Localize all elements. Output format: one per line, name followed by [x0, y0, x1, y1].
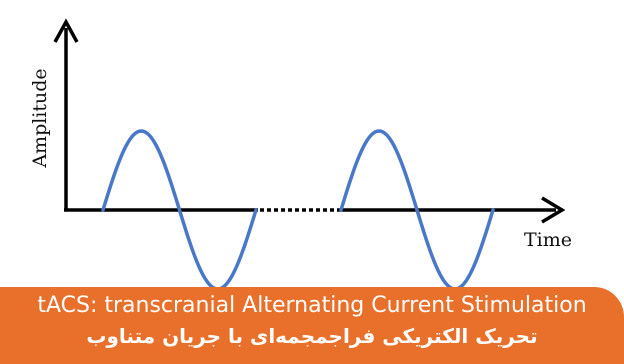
y-axis-label: Amplitude	[29, 68, 51, 168]
x-axis-label: Time	[524, 229, 572, 251]
x-axis-arrowhead	[541, 196, 566, 224]
caption-banner: tACS: transcranial Alternating Current S…	[0, 287, 624, 364]
sine-wave-right	[339, 129, 495, 291]
caption-english: tACS: transcranial Alternating Current S…	[37, 293, 587, 318]
sine-wave-left	[101, 129, 258, 291]
y-axis-arrowhead	[53, 18, 79, 43]
caption-persian: تحریک الکتریکی فراجمجمه‌ای با جریان متنا…	[86, 324, 538, 348]
